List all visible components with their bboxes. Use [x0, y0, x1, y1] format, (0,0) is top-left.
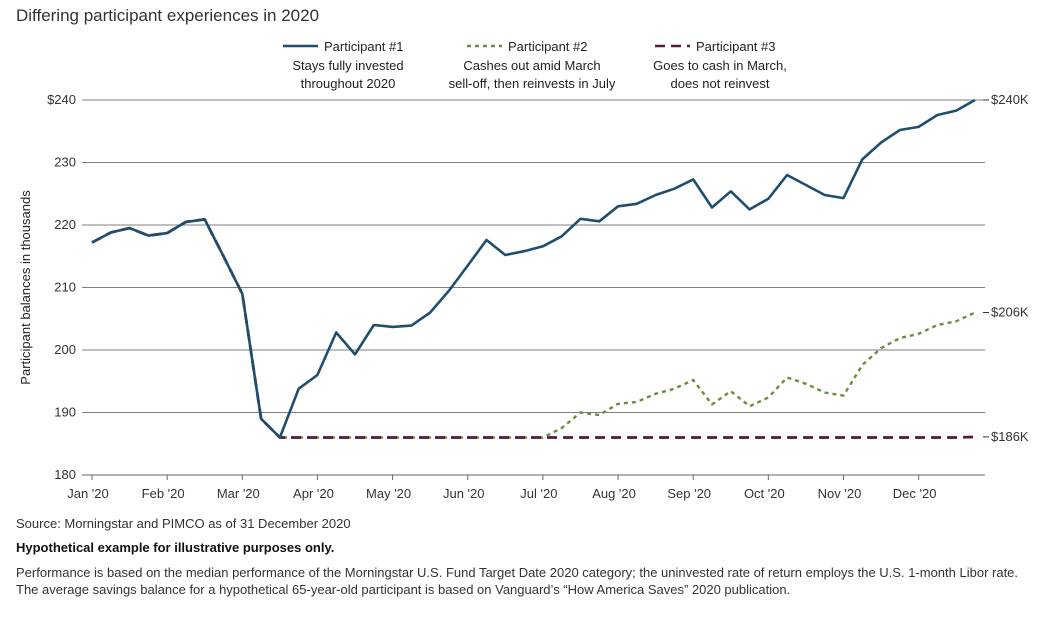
disclaimer-note: Hypothetical example for illustrative pu…: [16, 540, 335, 555]
axes: 180 190 200 210 220 230 $240 Participant balanc…: [18, 92, 936, 501]
legend: Participant #1 Stays fully invested throug…: [283, 39, 787, 91]
legend-name-participant-2: Participant #2: [508, 39, 588, 54]
series-line-participant-1: [91, 98, 976, 439]
legend-desc2-participant-1: throughout 2020: [301, 76, 396, 91]
legend-name-participant-1: Participant #1: [324, 39, 404, 54]
y-tick-label: 200: [54, 342, 76, 357]
x-tick-label: Jun '20: [443, 486, 485, 501]
line-chart: 180 190 200 210 220 230 $240 Participant balanc…: [18, 39, 1029, 501]
legend-desc1-participant-3: Goes to cash in March,: [653, 58, 787, 73]
x-tick-label: Sep '20: [667, 486, 711, 501]
y-tick-label: 180: [54, 467, 76, 482]
x-tick-label: Jan '20: [67, 486, 109, 501]
legend-name-participant-3: Participant #3: [696, 39, 776, 54]
legend-desc2-participant-2: sell-off, then reinvests in July: [449, 76, 616, 91]
series-line-participant-2: [91, 218, 976, 439]
x-tick-label: Mar '20: [217, 486, 260, 501]
y-tick-label: 220: [54, 217, 76, 232]
legend-desc1-participant-1: Stays fully invested: [292, 58, 403, 73]
legend-desc1-participant-2: Cashes out amid March: [463, 58, 600, 73]
x-tick-label: Nov '20: [818, 486, 862, 501]
x-tick-label: Apr '20: [293, 486, 334, 501]
y-tick-label: $240: [47, 92, 76, 107]
grid-lines: [82, 99, 985, 476]
legend-desc2-participant-3: does not reinvest: [670, 76, 769, 91]
x-tick-label: Dec '20: [893, 486, 937, 501]
performance-note: Performance is based on the median perfo…: [16, 565, 1019, 597]
x-tick-label: Oct '20: [744, 486, 785, 501]
x-tick-label: May '20: [366, 486, 411, 501]
source-note: Source: Morningstar and PIMCO as of 31 D…: [16, 516, 351, 531]
y-axis-label: Participant balances in thousands: [18, 190, 33, 385]
y-tick-label: 190: [54, 405, 76, 420]
chart-title: Differing participant experiences in 202…: [16, 6, 320, 25]
x-tick-label: Feb '20: [142, 486, 185, 501]
end-label-participant-2: $206K: [991, 305, 1029, 320]
series-lines: $206K $186K $240K: [91, 92, 1029, 444]
y-tick-label: 230: [54, 155, 76, 170]
x-tick-label: Aug '20: [592, 486, 636, 501]
end-label-participant-1: $240K: [991, 92, 1029, 107]
x-tick-label: Jul '20: [520, 486, 557, 501]
y-tick-label: 210: [54, 280, 76, 295]
end-label-participant-3: $186K: [991, 429, 1029, 444]
series-line-participant-3: [91, 217, 976, 439]
